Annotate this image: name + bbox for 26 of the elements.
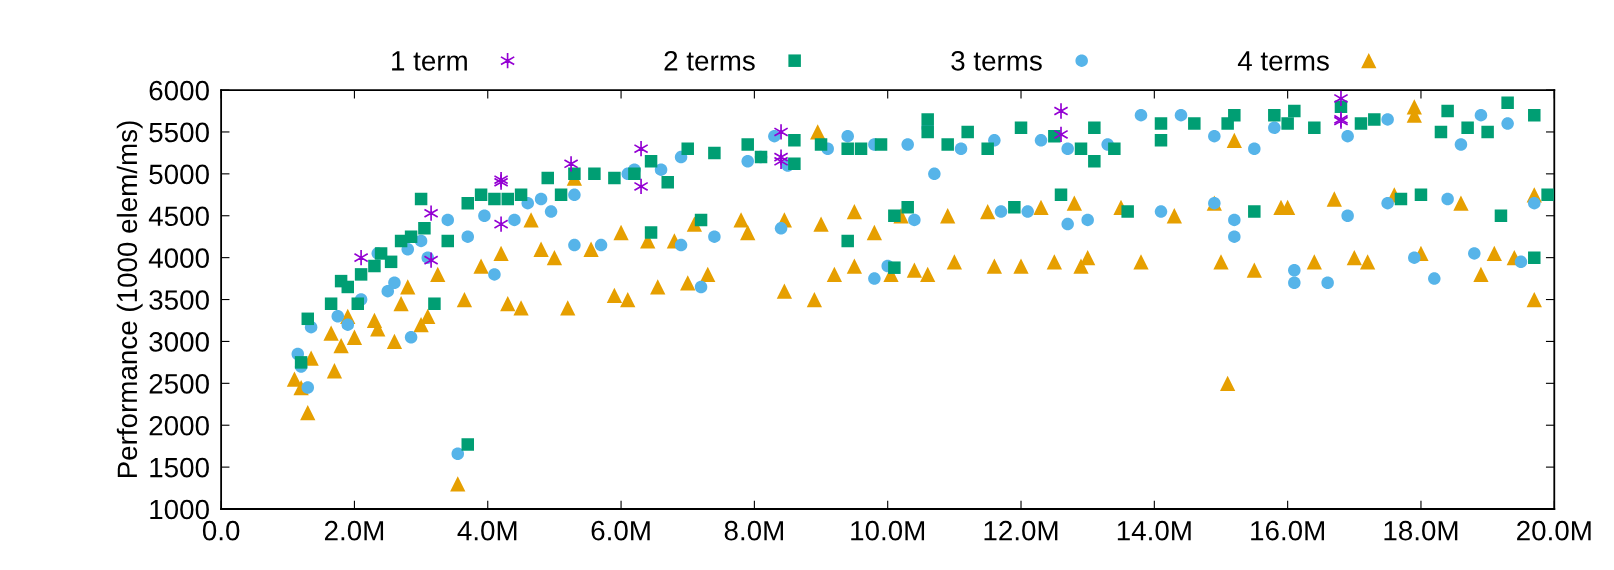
x-tick-label: 16.0M: [1251, 520, 1324, 541]
x-tick-label: 4.0M: [457, 520, 517, 541]
y-tick-label: 2000: [149, 415, 209, 436]
y-tick-label: 1500: [150, 457, 209, 478]
x-tick-label: 8.0M: [724, 520, 783, 541]
y-tick-label: 6000: [149, 80, 209, 101]
legend-label: 4 terms: [1237, 51, 1329, 71]
y-tick-label: 5500: [149, 122, 209, 143]
x-tick-label: 2.0M: [324, 520, 384, 541]
legend-label: 3 terms: [951, 51, 1042, 71]
y-tick-label: 3000: [149, 332, 209, 352]
x-tick-label: 12.0M: [984, 520, 1058, 541]
y-tick-label: 4500: [148, 206, 209, 227]
y-tick-label: 1000: [150, 499, 209, 520]
y-tick-label: 3500: [149, 290, 209, 310]
y-tick-label: 2500: [149, 373, 209, 394]
x-tick-label: 0.0: [202, 520, 240, 541]
x-tick-label: 18.0M: [1384, 520, 1458, 541]
x-tick-label: 6.0M: [591, 520, 650, 541]
legend-label: 2 terms: [664, 51, 755, 71]
x-tick-label: 14.0M: [1117, 520, 1191, 541]
y-axis-title: Performance (1000 elem/ms): [116, 121, 143, 478]
x-tick-label: 20.0M: [1517, 520, 1591, 541]
y-tick-label: 4000: [148, 248, 209, 268]
y-tick-label: 5000: [149, 164, 209, 185]
x-tick-label: 10.0M: [851, 520, 925, 541]
